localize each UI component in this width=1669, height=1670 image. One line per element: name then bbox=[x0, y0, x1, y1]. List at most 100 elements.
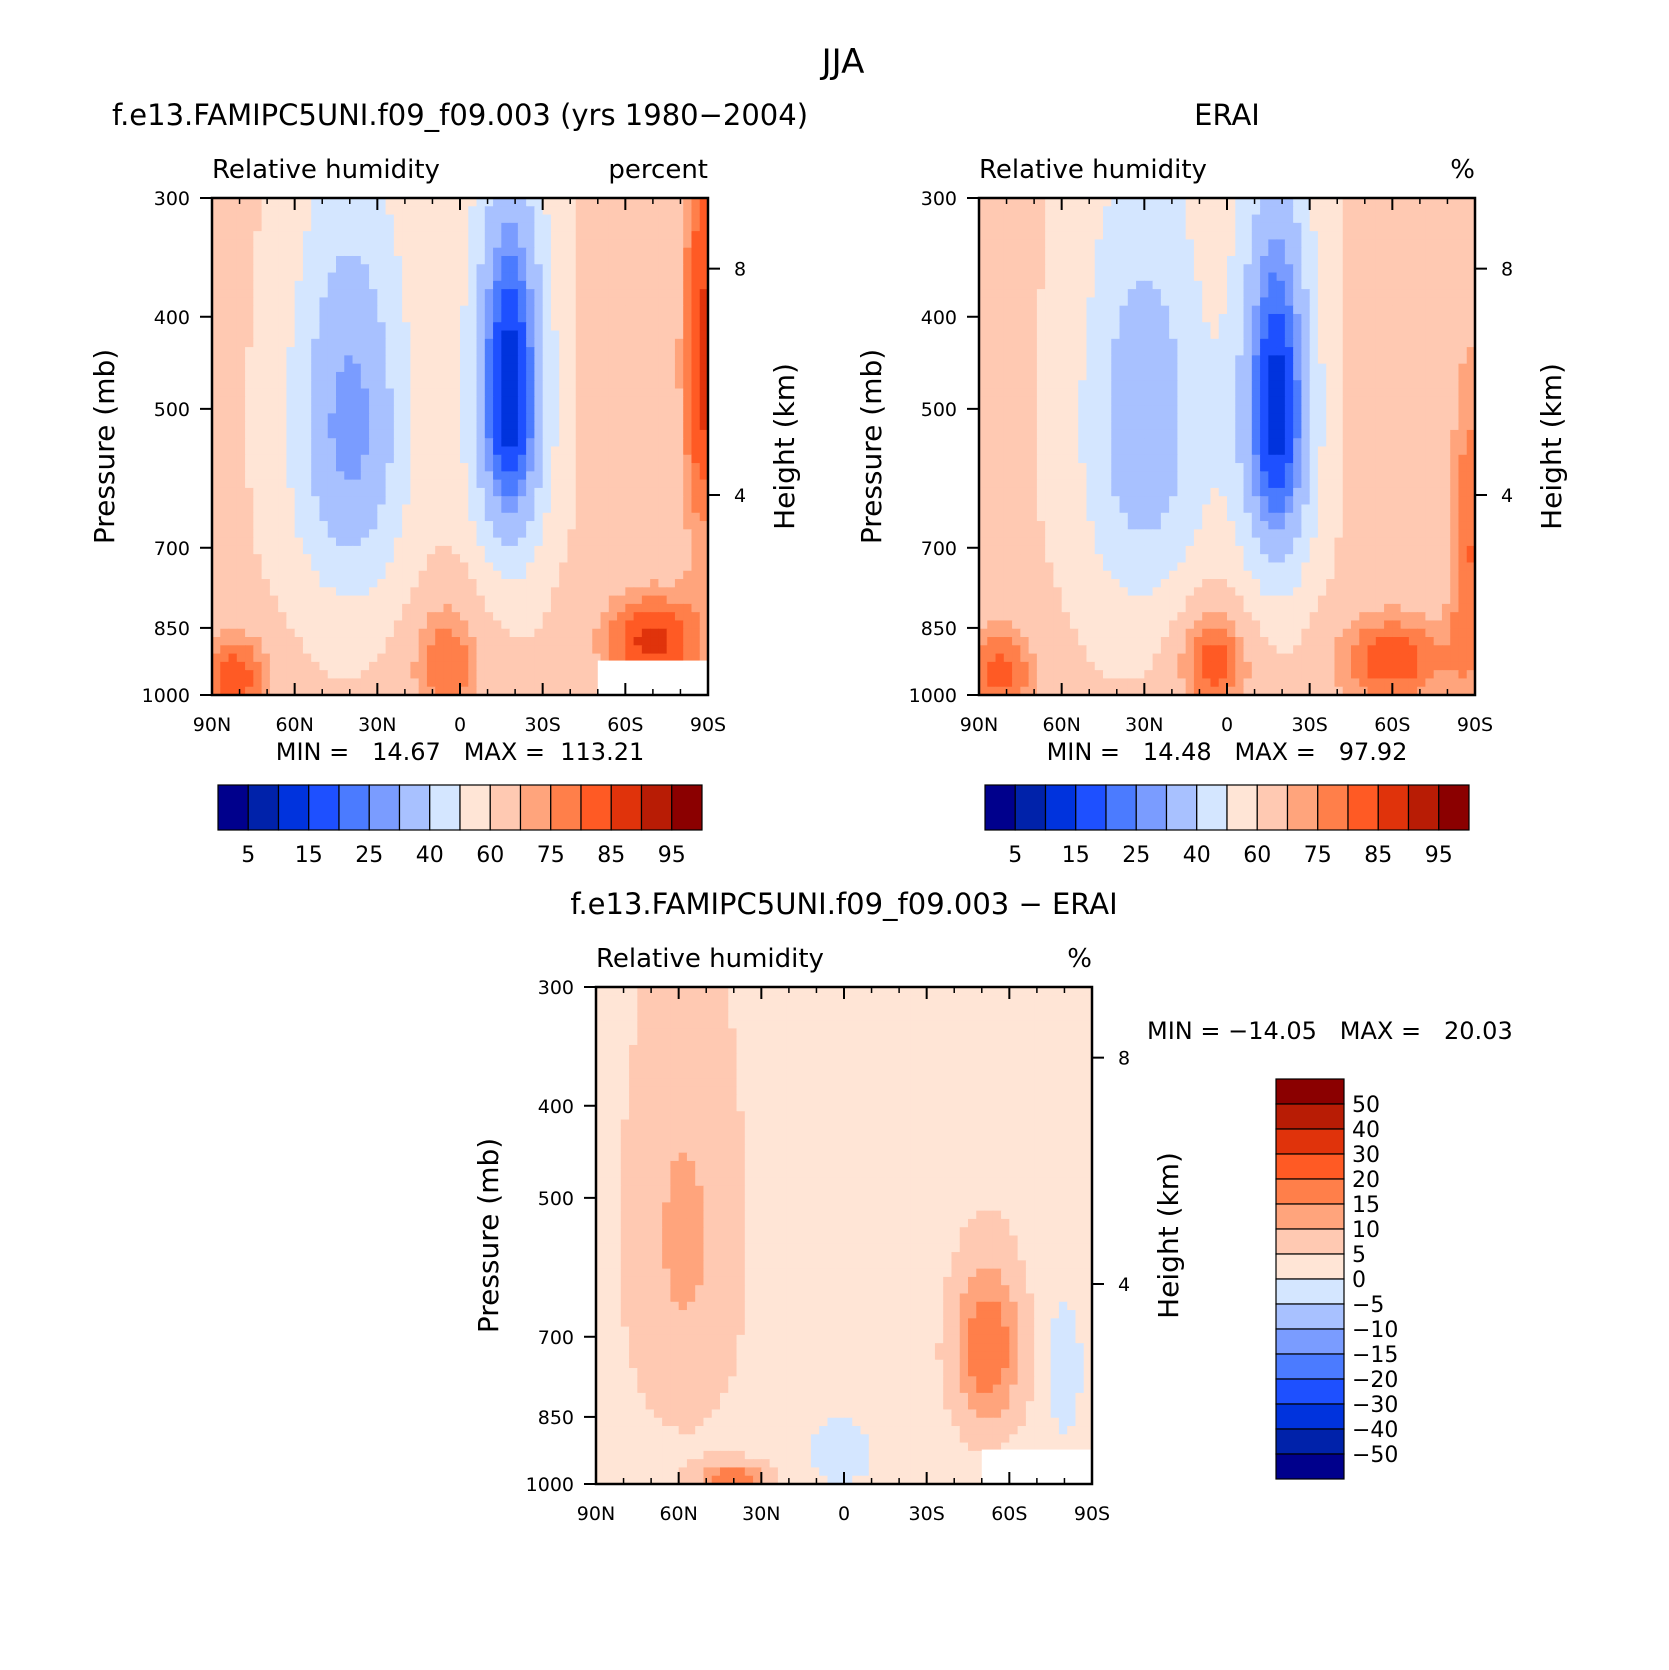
contour-cell bbox=[361, 496, 370, 505]
contour-cell bbox=[493, 596, 502, 605]
contour-cell bbox=[1161, 364, 1170, 373]
contour-cell bbox=[402, 521, 411, 530]
contour-cell bbox=[1425, 306, 1434, 315]
contour-cell bbox=[1202, 273, 1211, 282]
contour-cell bbox=[295, 546, 304, 555]
contour-cell bbox=[1177, 231, 1186, 240]
contour-cell bbox=[1376, 364, 1385, 373]
contour-cell bbox=[559, 223, 568, 232]
contour-cell bbox=[526, 405, 535, 414]
contour-cell bbox=[1186, 256, 1195, 265]
contour-cell bbox=[1086, 314, 1095, 323]
contour-cell bbox=[543, 215, 552, 224]
contour-cell bbox=[667, 331, 676, 340]
contour-cell bbox=[584, 488, 593, 497]
contour-cell bbox=[1235, 331, 1244, 340]
contour-cell bbox=[452, 306, 461, 315]
contour-cell bbox=[601, 306, 610, 315]
contour-cell bbox=[435, 322, 444, 331]
contour-cell bbox=[979, 364, 988, 373]
contour-cell bbox=[336, 372, 345, 381]
contour-cell bbox=[642, 372, 651, 381]
contour-cell bbox=[435, 430, 444, 439]
contour-cell bbox=[452, 281, 461, 290]
contour-cell bbox=[361, 231, 370, 240]
contour-cell bbox=[1450, 248, 1459, 257]
contour-cell bbox=[419, 480, 428, 489]
contour-cell bbox=[460, 264, 469, 273]
contour-cell bbox=[1334, 297, 1343, 306]
contour-cell bbox=[1392, 248, 1401, 257]
contour-cell bbox=[683, 571, 692, 580]
contour-cell bbox=[468, 413, 477, 422]
contour-cell bbox=[394, 397, 403, 406]
contour-cell bbox=[642, 529, 651, 538]
contour-cell bbox=[987, 198, 996, 207]
contour-cell bbox=[1169, 314, 1178, 323]
contour-cell bbox=[336, 306, 345, 315]
contour-cell bbox=[667, 546, 676, 555]
contour-cell bbox=[460, 629, 469, 638]
contour-cell bbox=[625, 355, 634, 364]
contour-cell bbox=[987, 264, 996, 273]
contour-cell bbox=[1268, 289, 1277, 298]
colorbar-box bbox=[611, 785, 641, 830]
contour-cell bbox=[987, 297, 996, 306]
contour-cell bbox=[1227, 372, 1236, 381]
contour-cell bbox=[1425, 331, 1434, 340]
contour-cell bbox=[410, 331, 419, 340]
contour-cell bbox=[419, 662, 428, 671]
contour-cell bbox=[336, 654, 345, 663]
contour-cell bbox=[625, 306, 634, 315]
contour-cell bbox=[278, 248, 287, 257]
contour-cell bbox=[1020, 198, 1029, 207]
contour-cell bbox=[253, 273, 262, 282]
contour-cell bbox=[245, 604, 254, 613]
contour-cell bbox=[286, 256, 295, 265]
contour-cell bbox=[567, 670, 576, 679]
contour-cell bbox=[567, 513, 576, 522]
contour-cell bbox=[1268, 223, 1277, 232]
contour-cell bbox=[386, 331, 395, 340]
contour-cell bbox=[1450, 339, 1459, 348]
contour-cell bbox=[410, 347, 419, 356]
contour-cell bbox=[344, 380, 353, 389]
contour-cell bbox=[328, 273, 337, 282]
contour-cell bbox=[485, 629, 494, 638]
contour-cell bbox=[683, 645, 692, 654]
contour-cell bbox=[634, 297, 643, 306]
contour-cell bbox=[1425, 364, 1434, 373]
contour-cell bbox=[394, 364, 403, 373]
contour-cell bbox=[419, 422, 428, 431]
contour-cell bbox=[510, 405, 519, 414]
contour-cell bbox=[1012, 215, 1021, 224]
contour-cell bbox=[559, 662, 568, 671]
contour-cell bbox=[443, 670, 452, 679]
contour-cell bbox=[510, 488, 519, 497]
contour-cell bbox=[1359, 322, 1368, 331]
contour-cell bbox=[319, 256, 328, 265]
contour-cell bbox=[1144, 248, 1153, 257]
contour-cell bbox=[683, 264, 692, 273]
contour-cell bbox=[237, 372, 246, 381]
contour-cell bbox=[402, 231, 411, 240]
contour-cell bbox=[394, 223, 403, 232]
contour-cell bbox=[634, 562, 643, 571]
contour-cell bbox=[394, 289, 403, 298]
contour-cell bbox=[369, 215, 378, 224]
contour-cell bbox=[229, 322, 238, 331]
contour-cell bbox=[278, 587, 287, 596]
contour-cell bbox=[427, 322, 436, 331]
colorbar-box bbox=[430, 785, 460, 830]
contour-cell bbox=[468, 654, 477, 663]
contour-cell bbox=[212, 405, 221, 414]
contour-cell bbox=[1310, 339, 1319, 348]
contour-cell bbox=[501, 620, 510, 629]
contour-cell bbox=[262, 273, 271, 282]
contour-cell bbox=[295, 521, 304, 530]
contour-cell bbox=[601, 223, 610, 232]
contour-cell bbox=[526, 587, 535, 596]
contour-cell bbox=[625, 206, 634, 215]
contour-cell bbox=[691, 281, 700, 290]
contour-cell bbox=[394, 562, 403, 571]
